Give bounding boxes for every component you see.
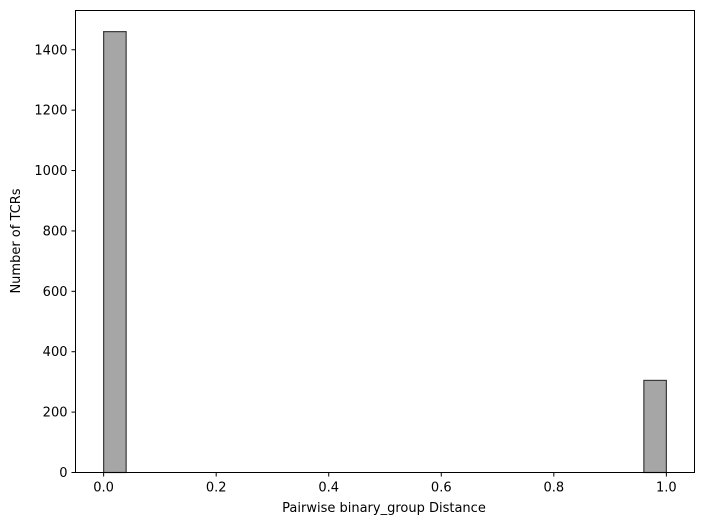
bars-group — [103, 31, 667, 474]
y-tick-label: 200 — [43, 406, 68, 421]
y-tick-label: 800 — [43, 224, 68, 239]
x-tick-label: 0.2 — [206, 481, 227, 496]
plot-frame — [75, 10, 695, 473]
histogram-bar-0 — [103, 31, 127, 474]
x-tick-label: 0.0 — [93, 481, 114, 496]
y-axis: 0 200 400 600 800 1000 1200 1400 — [34, 43, 76, 481]
x-axis: 0.0 0.2 0.4 0.6 0.8 1.0 — [93, 472, 677, 496]
y-tick-label: 1200 — [34, 104, 67, 119]
x-axis-label: Pairwise binary_group Distance — [282, 501, 486, 516]
histogram-bar-1 — [643, 379, 667, 474]
x-tick-label: 0.4 — [318, 481, 339, 496]
x-tick-label: 1.0 — [656, 481, 677, 496]
y-tick-label: 1400 — [34, 43, 67, 58]
y-tick-label: 400 — [43, 345, 68, 360]
y-tick-label: 0 — [59, 466, 67, 481]
x-tick-label: 0.6 — [431, 481, 452, 496]
y-tick-label: 1000 — [34, 164, 67, 179]
y-tick-label: 600 — [43, 285, 68, 300]
y-axis-label: Number of TCRs — [9, 188, 24, 293]
x-tick-label: 0.8 — [543, 481, 564, 496]
